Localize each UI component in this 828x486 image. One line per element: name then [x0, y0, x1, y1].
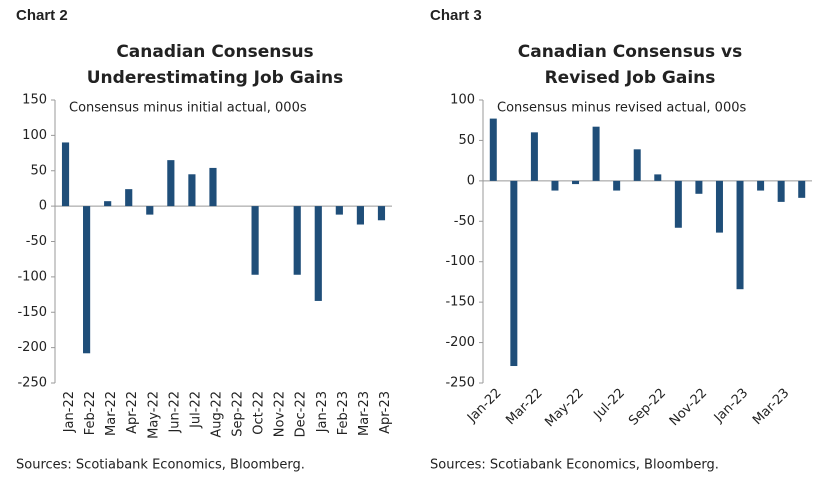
- bar: [314, 206, 322, 301]
- x-tick-label: Aug-22: [209, 391, 224, 438]
- y-tick-label: -50: [454, 214, 475, 229]
- y-tick-label: -150: [17, 305, 47, 320]
- bar: [125, 189, 133, 207]
- bar: [695, 180, 703, 194]
- bar: [674, 180, 682, 228]
- x-tick-label: Sep-22: [626, 386, 669, 429]
- chart-title: Revised Job Gains: [545, 68, 716, 88]
- source: Sources: Scotiabank Economics, Bloomberg…: [430, 458, 719, 473]
- x-tick-label: May-22: [146, 391, 161, 439]
- y-tick-label: 50: [30, 163, 47, 178]
- x-tick-label: Jan-23: [711, 386, 752, 427]
- x-tick-label: Mar-22: [503, 386, 545, 428]
- bar: [592, 126, 600, 181]
- bar: [251, 206, 259, 275]
- y-tick-label: -200: [17, 340, 47, 355]
- x-tick-label: Mar-23: [750, 386, 792, 428]
- bar: [167, 160, 175, 207]
- bar: [633, 149, 641, 181]
- chart-title: Canadian Consensus vs: [518, 42, 742, 62]
- x-tick-label: Jan-22: [62, 391, 77, 433]
- source: Sources: Scotiabank Economics, Bloomberg…: [16, 458, 305, 473]
- bar: [209, 167, 217, 207]
- x-tick-label: Feb-23: [336, 391, 351, 435]
- y-tick-label: -100: [445, 254, 475, 269]
- bar: [530, 132, 538, 181]
- bar: [61, 142, 70, 207]
- x-tick-label: Jul-22: [188, 391, 203, 429]
- bar: [777, 180, 785, 202]
- bar: [572, 180, 580, 185]
- x-tick-label: Sep-22: [231, 391, 246, 437]
- bar: [104, 201, 112, 207]
- bar: [146, 206, 154, 215]
- bar: [188, 174, 196, 207]
- chart-label: Chart 3: [430, 7, 482, 24]
- x-tick-label: Mar-23: [357, 391, 372, 436]
- y-tick-label: 150: [22, 93, 47, 108]
- bar: [83, 206, 91, 354]
- y-tick-label: -50: [26, 234, 47, 249]
- x-tick-label: Nov-22: [667, 386, 710, 429]
- bar: [293, 206, 301, 275]
- subtitle: Consensus minus initial actual, 000s: [69, 101, 307, 116]
- x-tick-label: Jan-23: [315, 391, 330, 433]
- bar: [654, 174, 662, 181]
- bar: [356, 206, 364, 225]
- chart-label: Chart 2: [16, 7, 68, 24]
- x-tick-label: Nov-22: [273, 391, 288, 437]
- y-tick-label: -150: [445, 295, 475, 310]
- x-tick-label: Jan-22: [464, 386, 505, 427]
- x-tick-label: Dec-22: [294, 391, 309, 437]
- x-tick-label: Apr-23: [378, 391, 393, 434]
- y-tick-label: 0: [467, 173, 475, 188]
- y-tick-label: 100: [450, 93, 475, 108]
- bar: [377, 206, 386, 221]
- chart-title: Canadian Consensus: [116, 42, 313, 62]
- bar: [510, 180, 518, 367]
- x-tick-label: Apr-22: [125, 391, 140, 434]
- y-tick-label: -250: [17, 376, 47, 391]
- bar: [757, 180, 765, 191]
- x-tick-label: Oct-22: [252, 391, 267, 435]
- bar: [715, 180, 723, 233]
- x-tick-label: Mar-22: [104, 391, 119, 436]
- y-tick-label: -100: [17, 269, 47, 284]
- y-tick-label: 0: [39, 199, 47, 214]
- x-tick-label: Feb-22: [83, 391, 98, 435]
- bar: [489, 118, 497, 181]
- y-tick-label: -200: [445, 335, 475, 350]
- chart-title: Underestimating Job Gains: [87, 68, 344, 88]
- x-tick-label: Jun-22: [167, 391, 182, 434]
- y-tick-label: -250: [445, 376, 475, 391]
- x-tick-label: Jul-22: [591, 386, 628, 423]
- y-tick-label: 100: [22, 128, 47, 143]
- subtitle: Consensus minus revised actual, 000s: [497, 101, 746, 116]
- x-tick-label: May-22: [542, 386, 586, 430]
- bar: [335, 206, 343, 215]
- bar: [551, 180, 559, 191]
- bar: [798, 180, 806, 198]
- y-tick-label: 50: [458, 133, 475, 148]
- bar: [613, 180, 621, 191]
- bar: [736, 180, 744, 290]
